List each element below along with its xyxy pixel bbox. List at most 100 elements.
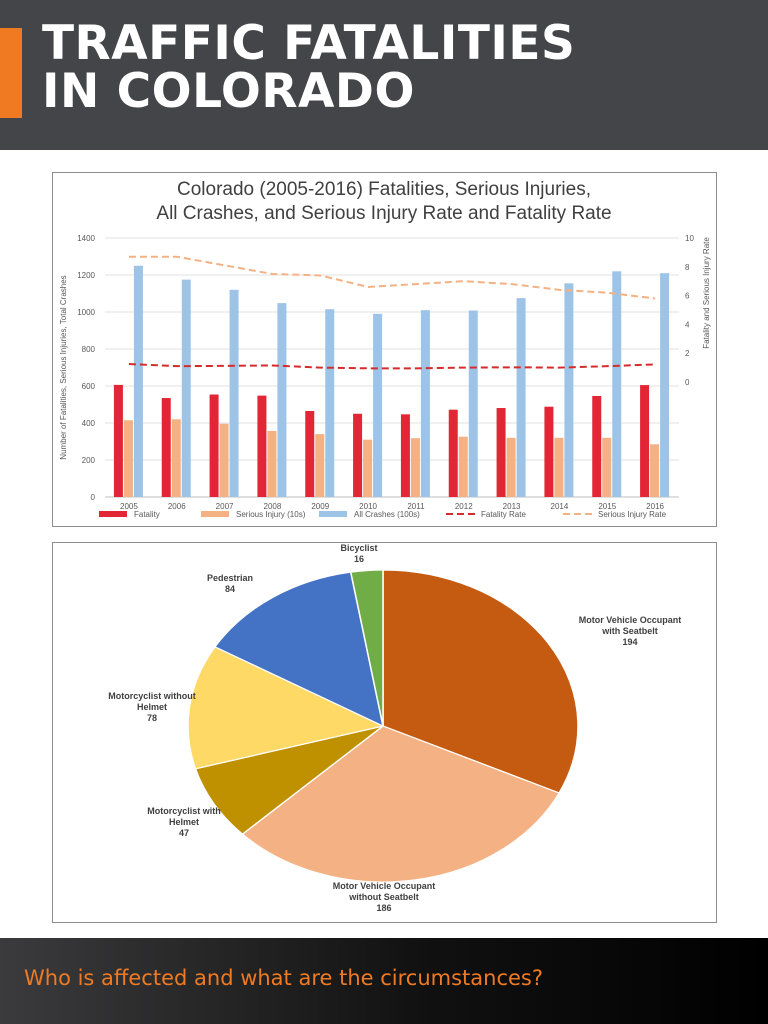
all-crashes-bar — [373, 313, 383, 497]
serious-injury-bar — [506, 437, 516, 497]
y-right-tick-label: 4 — [685, 320, 690, 329]
serious-injury-bar — [267, 430, 277, 497]
all-crashes-bar — [660, 273, 670, 497]
y-right-tick-label: 0 — [685, 378, 690, 387]
x-tick-label: 2011 — [407, 502, 425, 511]
pie-slice — [187, 646, 385, 770]
serious-injury-bar — [171, 419, 181, 497]
footer-question: Who is affected and what are the circums… — [24, 966, 544, 990]
fatality-bar — [592, 395, 602, 497]
y-right-tick-label: 2 — [685, 349, 690, 358]
y-tick-label: 800 — [82, 345, 96, 354]
title-line-1: TRAFFIC FATALITIES — [42, 16, 576, 71]
legend-label: Serious Injury Rate — [598, 510, 667, 519]
serious-injury-bar — [554, 437, 564, 497]
pie-label-text: Motor Vehicle Occupant — [579, 615, 682, 625]
fatality-bar — [400, 414, 410, 497]
x-tick-label: 2005 — [120, 502, 138, 511]
pie-label-text: Helmet — [169, 817, 199, 827]
y-right-tick-label: 8 — [685, 263, 690, 272]
x-tick-label: 2013 — [503, 502, 521, 511]
fatality-bar — [640, 385, 650, 497]
x-tick-label: 2009 — [311, 502, 329, 511]
y-right-axis-label: Fatality and Serious Injury Rate — [702, 237, 711, 349]
y-tick-label: 1400 — [77, 234, 95, 243]
y-tick-label: 1000 — [77, 308, 95, 317]
y-right-tick-label: 10 — [685, 234, 694, 243]
all-crashes-bar — [229, 289, 239, 497]
serious-injury-bar — [219, 423, 229, 497]
legend-label: Fatality — [134, 510, 160, 519]
x-tick-label: 2014 — [551, 502, 569, 511]
page-title: TRAFFIC FATALITIES IN COLORADO — [42, 20, 575, 116]
serious-injury-bar — [363, 439, 373, 497]
pie-slice — [213, 571, 385, 728]
pie-value-label: 47 — [179, 828, 189, 838]
serious-injury-bar — [458, 436, 468, 497]
all-crashes-bar — [564, 283, 574, 497]
legend-swatch — [99, 511, 127, 517]
legend-label: Serious Injury (10s) — [236, 510, 306, 519]
fatality-bar — [161, 398, 171, 497]
pie-value-label: 84 — [225, 584, 235, 594]
pie-label-text: with Seatbelt — [601, 626, 658, 636]
fatality-bar — [544, 406, 554, 497]
all-crashes-bar — [133, 265, 143, 497]
bar-chart-panel: Colorado (2005-2016) Fatalities, Serious… — [52, 172, 717, 527]
bar-chart-title-line-1: Colorado (2005-2016) Fatalities, Serious… — [177, 179, 591, 200]
pie-label-text: Pedestrian — [207, 573, 253, 583]
pie-label-text: without Seatbelt — [348, 892, 419, 902]
bar-chart-title-line-2: All Crashes, and Serious Injury Rate and… — [156, 203, 611, 224]
x-tick-label: 2010 — [359, 502, 377, 511]
title-line-2: IN COLORADO — [42, 64, 415, 119]
fatality-rate-line — [128, 363, 656, 370]
pie-value-label: 16 — [354, 554, 364, 564]
serious-injury-bar — [123, 420, 133, 497]
pie-label-text: Motorcyclist without — [108, 691, 196, 701]
fatality-bar — [257, 395, 267, 497]
serious-injury-bar — [410, 438, 420, 497]
fatality-bar — [496, 408, 506, 497]
y-tick-label: 600 — [82, 382, 96, 391]
all-crashes-bar — [277, 303, 287, 497]
pie-value-label: 78 — [147, 713, 157, 723]
pie-value-label: 194 — [622, 637, 637, 647]
y-tick-label: 0 — [91, 493, 96, 502]
pie-slice — [241, 725, 561, 883]
x-tick-label: 2006 — [168, 502, 186, 511]
x-tick-label: 2012 — [455, 502, 473, 511]
x-tick-label: 2007 — [216, 502, 234, 511]
x-tick-label: 2016 — [646, 502, 664, 511]
fatality-bar — [209, 394, 219, 497]
header-banner: TRAFFIC FATALITIES IN COLORADO — [0, 0, 768, 150]
all-crashes-bar — [516, 298, 526, 497]
pie-label-text: Motorcyclist with — [147, 806, 221, 816]
bar-chart: Colorado (2005-2016) Fatalities, Serious… — [59, 179, 711, 519]
fatality-bar — [353, 413, 363, 497]
all-crashes-bar — [325, 309, 335, 497]
pie-value-label: 186 — [376, 903, 391, 913]
all-crashes-bar — [468, 310, 478, 497]
accent-bar — [0, 28, 22, 118]
y-tick-label: 400 — [82, 419, 96, 428]
pie-slice — [349, 569, 384, 727]
x-tick-label: 2015 — [598, 502, 616, 511]
y-axis-label: Number of Fatalities, Serious Injuries, … — [59, 275, 68, 459]
all-crashes-bar — [612, 271, 622, 497]
pie-label-text: Helmet — [137, 702, 167, 712]
x-tick-label: 2008 — [264, 502, 282, 511]
fatality-bar — [448, 409, 458, 497]
pie-chart-panel: Motor Vehicle Occupant with Seatbelt 194 Mo… — [52, 542, 717, 923]
legend-label: Fatality Rate — [481, 510, 526, 519]
legend-swatch — [201, 511, 229, 517]
pie-label-text: Bicyclist — [340, 543, 377, 553]
fatality-bar — [113, 384, 123, 497]
legend-label: All Crashes (100s) — [354, 510, 420, 519]
y-tick-label: 1200 — [77, 271, 95, 280]
